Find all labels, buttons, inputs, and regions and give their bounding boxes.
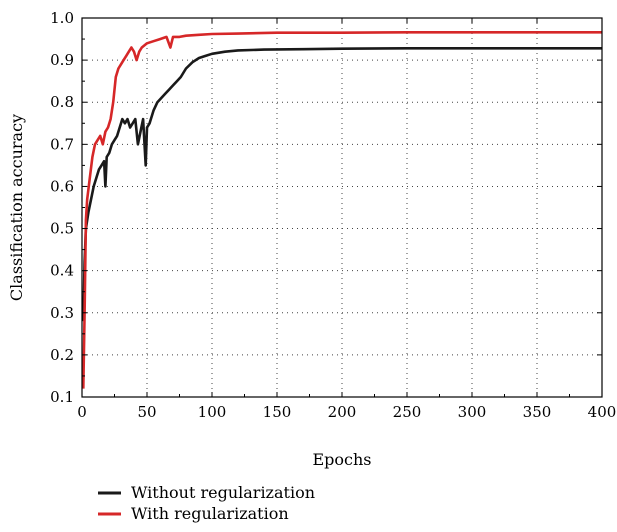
y-tick-label: 0.2 [50, 346, 74, 364]
x-tick-label: 350 [523, 403, 552, 421]
y-tick-label: 0.8 [50, 93, 74, 111]
legend: Without regularization With regularizatio… [98, 483, 315, 523]
grid [82, 18, 602, 397]
series-line-without-regularization [82, 47, 602, 322]
x-tick-label: 0 [77, 403, 87, 421]
legend-label: Without regularization [131, 483, 315, 502]
x-tick-label: 250 [393, 403, 422, 421]
x-tick-label: 300 [458, 403, 487, 421]
series-lines [82, 30, 602, 389]
y-tick-label: 0.3 [50, 304, 74, 322]
y-tick-label: 0.9 [50, 51, 74, 69]
x-tick-label: 150 [263, 403, 292, 421]
y-tick-label: 0.4 [50, 262, 74, 280]
y-tick-label: 1.0 [50, 9, 74, 27]
y-tick-label: 0.7 [50, 135, 74, 153]
y-tick-label: 0.6 [50, 177, 74, 195]
x-tick-label: 200 [328, 403, 357, 421]
x-tick-label: 100 [198, 403, 227, 421]
axis-ticks [81, 17, 603, 398]
y-axis-title: Classification accuracy [7, 114, 26, 301]
series-line-with-regularization [82, 30, 602, 389]
x-tick-labels: 0 50 100 150 200 250 300 350 400 [77, 403, 616, 421]
y-tick-label: 0.1 [50, 388, 74, 406]
y-tick-label: 0.5 [50, 220, 74, 238]
x-tick-label: 400 [588, 403, 617, 421]
legend-label: With regularization [131, 504, 289, 523]
x-tick-label: 50 [137, 403, 156, 421]
y-tick-labels: 0.1 0.2 0.3 0.4 0.5 0.6 0.7 0.8 0.9 1.0 [50, 9, 74, 406]
x-axis-title: Epochs [312, 450, 371, 469]
plot-frame [81, 17, 603, 398]
